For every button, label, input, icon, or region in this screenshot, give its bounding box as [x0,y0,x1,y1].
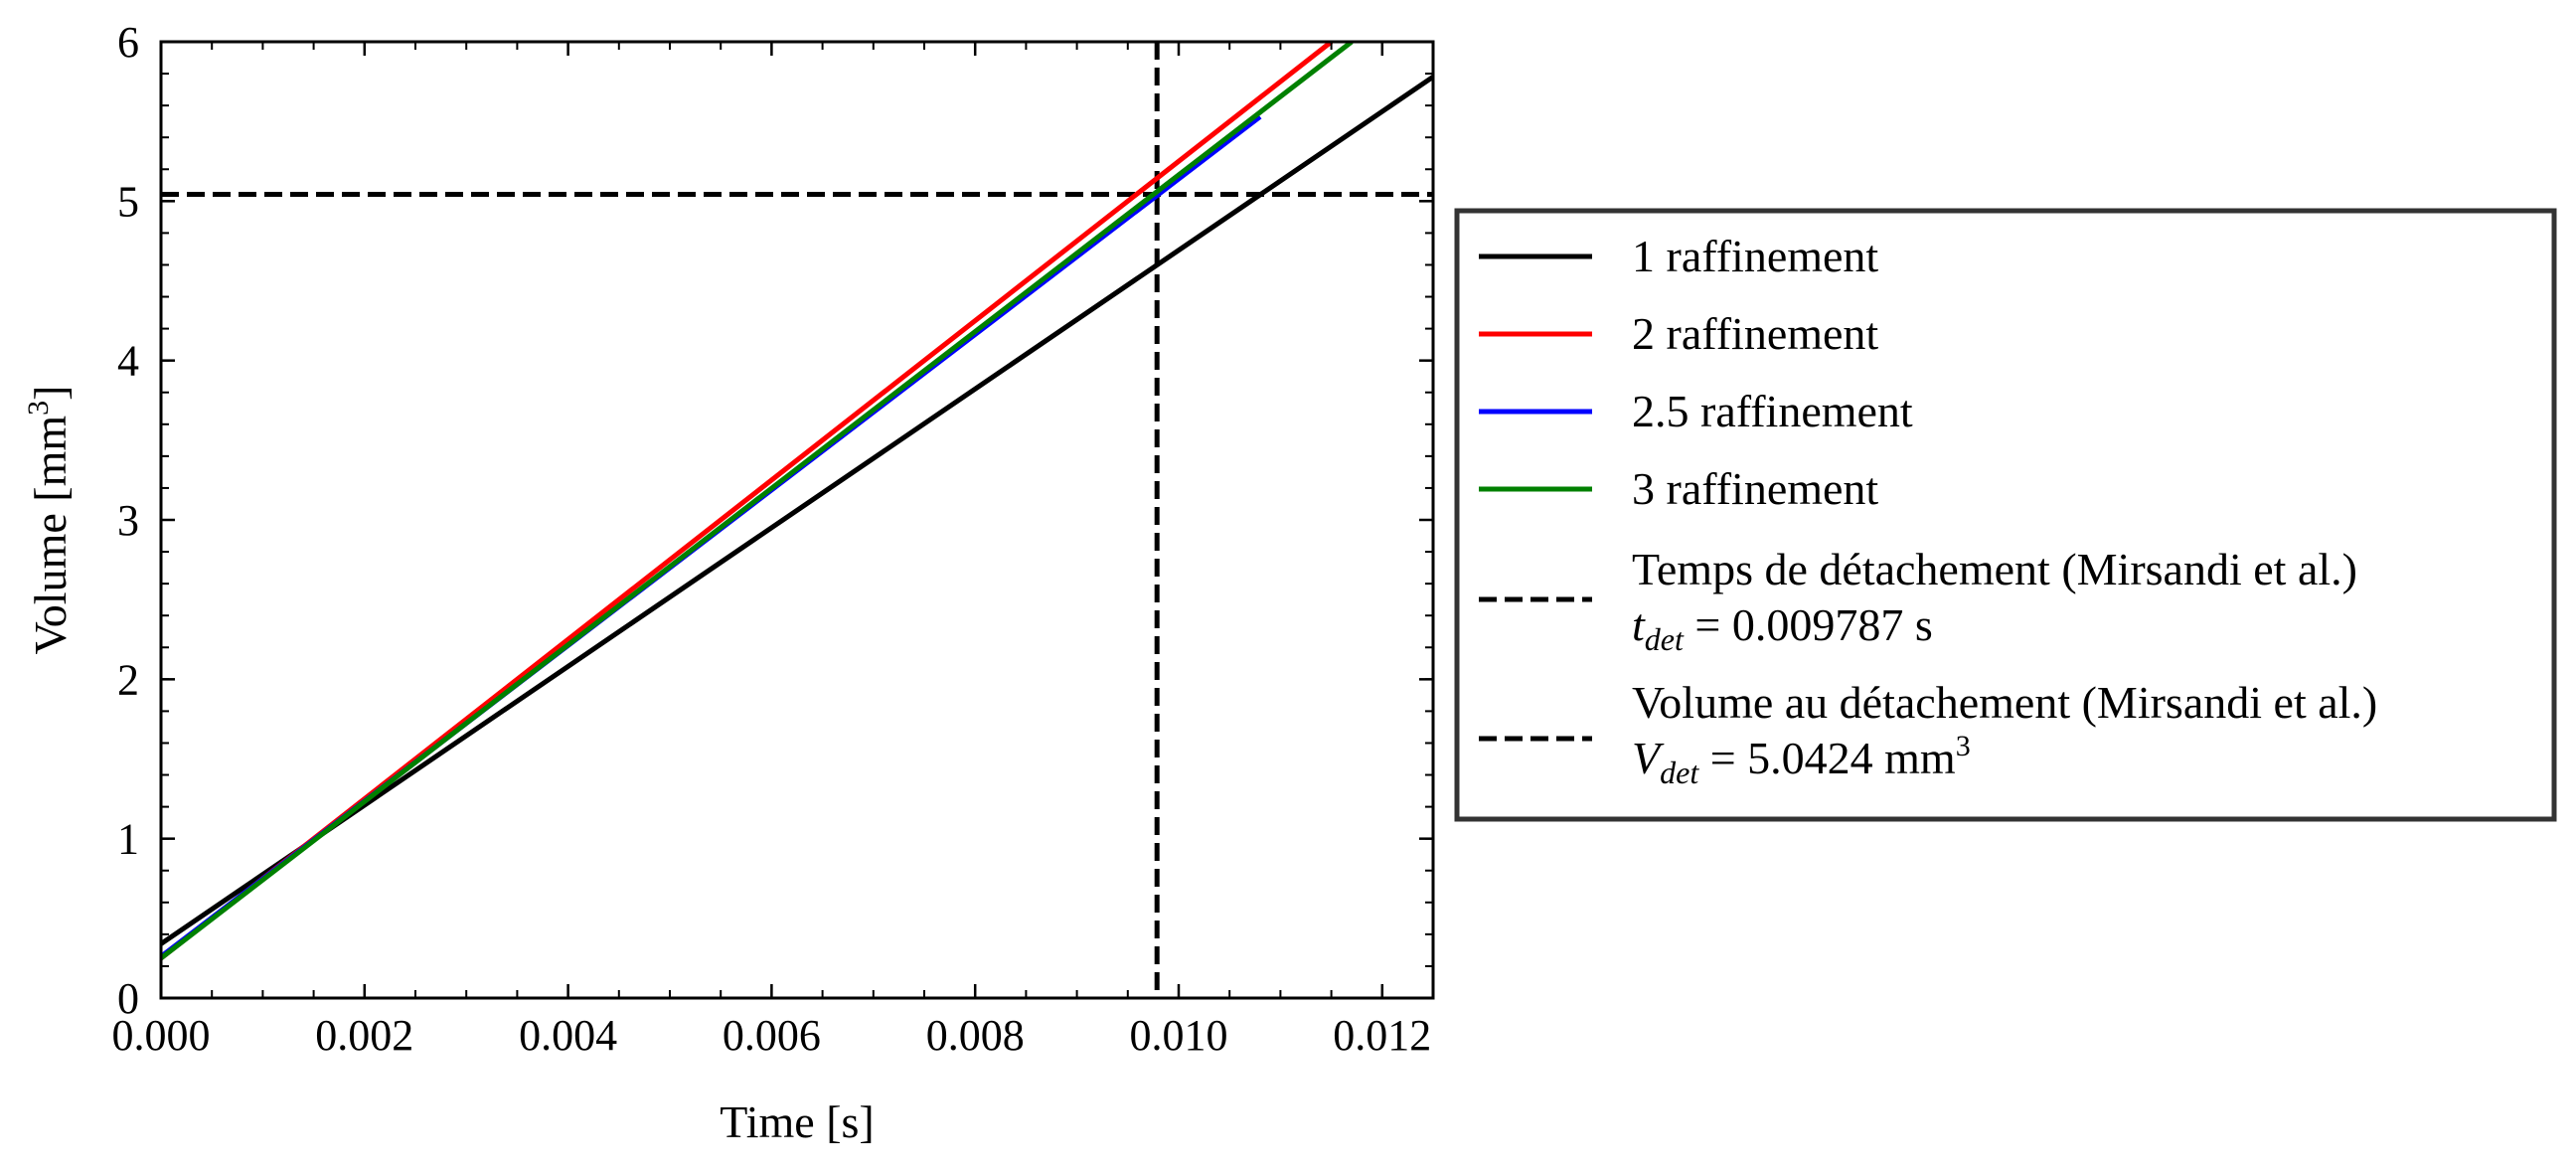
x-tick-label: 0.006 [723,1011,821,1060]
x-tick-label: 0.002 [315,1011,413,1060]
legend-ref-value-1: tdet = 0.009787 s [1632,599,1933,657]
y-tick-label: 4 [117,337,139,386]
legend-box [1454,208,2557,822]
x-tick-label: 0.000 [112,1011,211,1060]
y-tick-label: 6 [117,18,139,67]
legend-label-1: 1 raffinement [1632,231,1878,281]
legend-ref-value-2: Vdet = 5.0424 mm3 [1632,730,1971,790]
y-tick-label: 2 [117,655,139,704]
x-tick-label: 0.010 [1130,1011,1228,1060]
data-lines [161,42,1433,998]
x-tick-label: 0.004 [519,1011,617,1060]
y-axis-label: Volume [mm3] [22,386,76,655]
plot-area [161,42,1433,998]
legend-ref-label-1: Temps de détachement (Mirsandi et al.) [1632,544,2357,594]
legend-label-3: 2.5 raffinement [1632,386,1913,436]
legend-label-4: 3 raffinement [1632,463,1878,514]
y-tick-label: 0 [117,974,139,1023]
y-tick-label: 1 [117,815,139,864]
series-line-1 [161,75,1433,946]
y-tick-label: 5 [117,177,139,226]
series-line-4 [161,42,1354,960]
x-axis-label: Time [s] [720,1096,875,1147]
legend: 1 raffinement 2 raffinement 2.5 raffinemen… [1454,208,2557,822]
legend-ref-label-2: Volume au détachement (Mirsandi et al.) [1632,677,2377,728]
x-tick-label: 0.012 [1333,1011,1431,1060]
axes: 0.000 0.002 0.004 0.006 0.008 0.010 0.012 0 1 2 3 4… [22,18,1435,1147]
y-tick-label: 3 [117,496,139,545]
x-tick-label: 0.008 [926,1011,1025,1060]
plot-frame [159,40,1435,1000]
legend-label-2: 2 raffinement [1632,308,1878,359]
